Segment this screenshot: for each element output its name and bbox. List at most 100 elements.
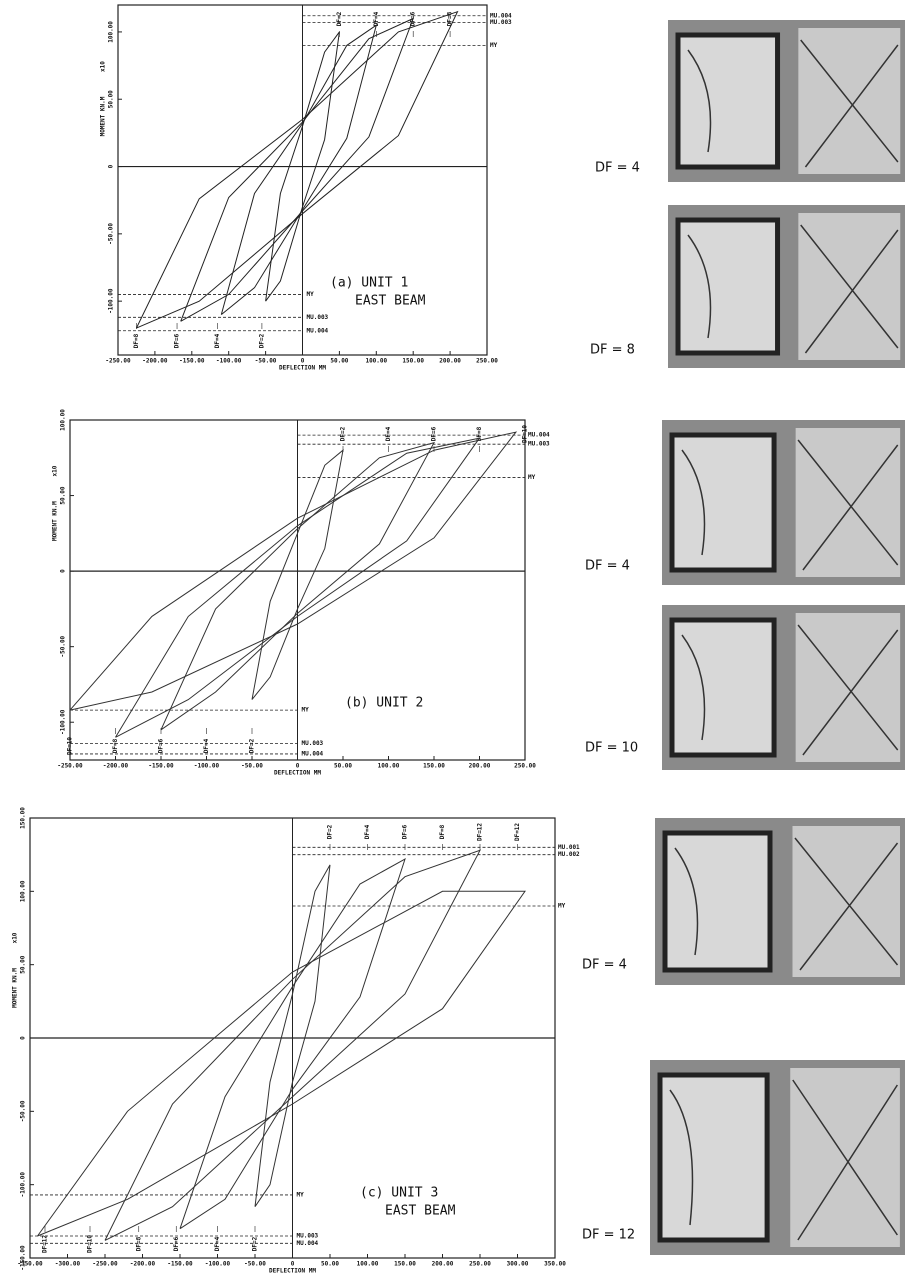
reference-label: MU.003 <box>528 441 550 448</box>
x-tick-label: 200.00 <box>469 763 491 770</box>
hysteresis-loop <box>37 890 526 1237</box>
x-tick-label: -200.00 <box>130 1261 156 1268</box>
photo-caption: DF = 4 <box>595 161 640 176</box>
y-axis-label: MOMENT KN.M <box>100 96 107 136</box>
reference-label: MY <box>307 291 315 298</box>
panel-subtitle: EAST BEAM <box>355 294 426 309</box>
x-tick-label: -250.00 <box>92 1261 118 1268</box>
reference-label: MY <box>558 903 566 910</box>
x-tick-label: 50.00 <box>334 763 352 770</box>
x-tick-label: 0 <box>291 1261 295 1268</box>
panel-title: (a) UNIT 1 <box>330 276 408 291</box>
df-label: DF=8 <box>447 11 454 26</box>
x-tick-label: -100.00 <box>205 1261 231 1268</box>
df-label: DF=10 <box>87 1235 94 1253</box>
reference-label: MU.004 <box>297 1240 319 1247</box>
panel-subtitle: EAST BEAM <box>385 1204 456 1219</box>
x-tick-label: -300.00 <box>55 1261 81 1268</box>
x-tick-label: -50.00 <box>241 763 263 770</box>
hysteresis-loop <box>220 24 378 315</box>
df-label: DF=8 <box>133 333 140 348</box>
y-tick-label: 100.00 <box>60 409 67 431</box>
reference-label: MU.003 <box>307 314 329 321</box>
y-tick-label: -50.00 <box>60 635 67 657</box>
df-label: DF=6 <box>173 1236 180 1251</box>
df-label: DF=4 <box>364 824 371 839</box>
y-tick-label: 50.00 <box>60 486 67 504</box>
panel-title: (b) UNIT 2 <box>345 696 423 711</box>
hysteresis-loop <box>135 10 459 329</box>
photo-caption: DF = 12 <box>582 1228 635 1243</box>
reference-label: MY <box>297 1191 305 1198</box>
df-label: DF=4 <box>373 11 380 26</box>
hysteresis-loop <box>104 849 482 1241</box>
x-tick-label: 50.00 <box>330 358 348 365</box>
photo-panel <box>675 217 781 356</box>
x-tick-label: 100.00 <box>357 1261 379 1268</box>
y-tick-label: 100.00 <box>108 21 115 43</box>
y-tick-label: 100.00 <box>20 880 27 902</box>
y-axis-scale: x10 <box>12 932 19 943</box>
x-tick-label: -350.00 <box>17 1261 43 1268</box>
y-tick-label: -50.00 <box>108 223 115 245</box>
x-tick-label: -250.00 <box>57 763 83 770</box>
hysteresis-loop <box>179 858 406 1230</box>
x-tick-label: 0 <box>296 763 300 770</box>
x-tick-label: 200.00 <box>432 1261 454 1268</box>
y-tick-label: 0 <box>20 1036 27 1040</box>
hysteresis-loop <box>251 448 344 700</box>
photo-caption: DF = 4 <box>585 559 630 574</box>
x-tick-label: -200.00 <box>103 763 129 770</box>
x-tick-label: -150.00 <box>148 763 174 770</box>
x-tick-label: -100.00 <box>194 763 220 770</box>
photo-panel <box>662 830 773 973</box>
x-tick-label: 0 <box>301 358 305 365</box>
reference-label: MU.004 <box>307 327 329 334</box>
y-tick-label: 50.00 <box>108 90 115 108</box>
x-tick-label: 300.00 <box>507 1261 529 1268</box>
x-tick-label: 250.00 <box>476 358 498 365</box>
df-label: DF=2 <box>249 738 256 753</box>
y-tick-label: 150.00 <box>20 807 27 829</box>
reference-label: MU.003 <box>302 740 324 747</box>
df-label: DF=2 <box>327 824 334 839</box>
hysteresis-loop <box>265 31 340 302</box>
photo-panel <box>669 617 777 758</box>
x-tick-label: 150.00 <box>394 1261 416 1268</box>
x-tick-label: -200.00 <box>142 358 168 365</box>
x-tick-label: 150.00 <box>402 358 424 365</box>
df-label: DF=4 <box>214 1236 221 1251</box>
x-tick-label: 100.00 <box>378 763 400 770</box>
hysteresis-loop <box>180 17 415 322</box>
df-label: DF=4 <box>214 333 221 348</box>
y-axis-label: MOMENT KN.M <box>12 968 19 1008</box>
reference-label: MU.004 <box>490 12 512 19</box>
x-tick-label: 350.00 <box>544 1261 566 1268</box>
hysteresis-loop <box>254 864 331 1207</box>
df-label: DF=6 <box>402 824 409 839</box>
x-axis-label: DEFLECTION MM <box>279 365 326 372</box>
x-tick-label: -50.00 <box>255 358 277 365</box>
df-label: DF=8 <box>112 738 119 753</box>
panel-title: (c) UNIT 3 <box>360 1186 438 1201</box>
reference-label: MU.004 <box>528 432 550 439</box>
x-axis-label: DEFLECTION MM <box>269 1268 316 1275</box>
df-label: DF=12 <box>477 823 484 841</box>
df-label: DF=2 <box>252 1236 259 1251</box>
x-axis-label: DEFLECTION MM <box>274 770 321 777</box>
df-label: DF=8 <box>135 1236 142 1251</box>
hysteresis-loop <box>69 431 518 711</box>
x-tick-label: -250.00 <box>105 358 131 365</box>
photo-caption: DF = 8 <box>590 343 635 358</box>
df-label: DF=2 <box>340 426 347 441</box>
df-label: DF=6 <box>174 333 181 348</box>
x-tick-label: -50.00 <box>244 1261 266 1268</box>
df-label: DF=2 <box>258 333 265 348</box>
x-tick-label: -150.00 <box>179 358 205 365</box>
reference-label: MY <box>490 42 498 49</box>
df-label: DF=6 <box>158 738 165 753</box>
df-label: DF=2 <box>336 11 343 26</box>
photo-cracks <box>669 1079 898 1241</box>
x-tick-label: 50.00 <box>321 1261 339 1268</box>
photo-caption: DF = 4 <box>582 958 627 973</box>
